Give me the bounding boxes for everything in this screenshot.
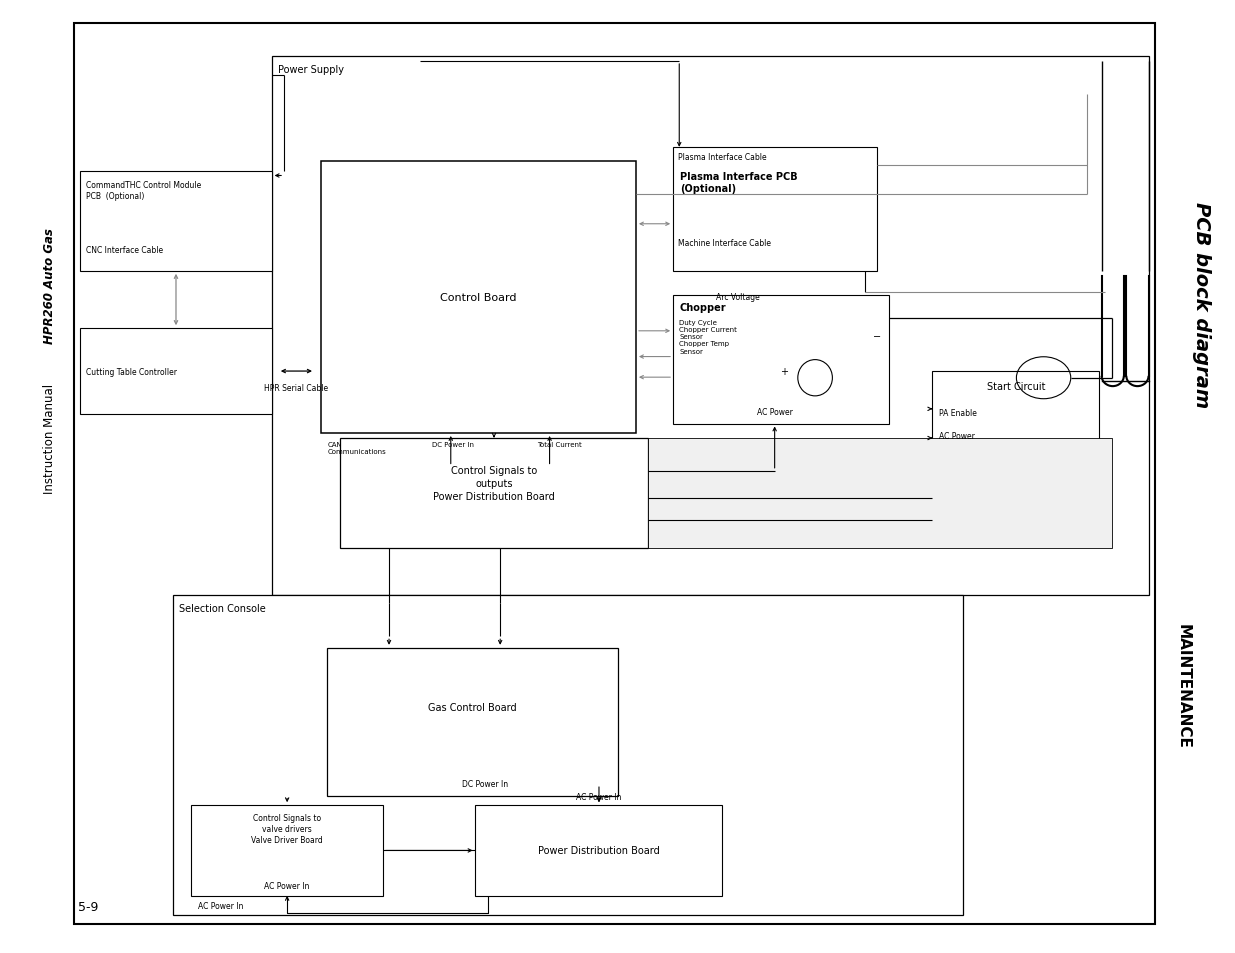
Text: Chopper: Chopper xyxy=(679,303,726,313)
FancyBboxPatch shape xyxy=(80,172,272,272)
Text: 5-9: 5-9 xyxy=(78,900,98,913)
Text: Start Circuit: Start Circuit xyxy=(987,381,1045,391)
Text: HPR260 Auto Gas: HPR260 Auto Gas xyxy=(43,228,56,344)
Text: Arc Voltage: Arc Voltage xyxy=(716,293,760,301)
Text: Total Current: Total Current xyxy=(537,441,582,447)
Text: Cutting Table Controller: Cutting Table Controller xyxy=(86,367,178,376)
Text: MAINTENANCE: MAINTENANCE xyxy=(1176,624,1191,748)
Text: AC Power In: AC Power In xyxy=(198,902,243,910)
FancyBboxPatch shape xyxy=(932,372,1099,457)
Text: PCB block diagram: PCB block diagram xyxy=(1192,202,1212,408)
FancyBboxPatch shape xyxy=(648,438,1112,548)
Text: AC Power In: AC Power In xyxy=(577,793,621,801)
Text: Control Board: Control Board xyxy=(441,293,516,303)
FancyBboxPatch shape xyxy=(673,295,889,424)
FancyBboxPatch shape xyxy=(673,148,877,272)
Text: Duty Cycle
Chopper Current
Sensor
Chopper Temp
Sensor: Duty Cycle Chopper Current Sensor Choppe… xyxy=(679,319,737,355)
Text: Power Supply: Power Supply xyxy=(278,65,343,74)
FancyBboxPatch shape xyxy=(327,648,618,796)
Text: Gas Control Board: Gas Control Board xyxy=(429,702,516,713)
Text: Plasma Interface Cable: Plasma Interface Cable xyxy=(678,152,767,161)
FancyBboxPatch shape xyxy=(321,162,636,434)
Text: Plasma Interface PCB
(Optional): Plasma Interface PCB (Optional) xyxy=(680,172,798,193)
FancyBboxPatch shape xyxy=(475,805,722,896)
Text: Control Signals to
outputs
Power Distribution Board: Control Signals to outputs Power Distrib… xyxy=(433,465,555,502)
Text: +: + xyxy=(781,367,788,376)
Text: AC Power: AC Power xyxy=(757,408,793,416)
Text: AC Power: AC Power xyxy=(939,432,974,440)
FancyBboxPatch shape xyxy=(191,805,383,896)
Text: DC Power In: DC Power In xyxy=(462,780,508,788)
FancyBboxPatch shape xyxy=(74,24,1155,924)
Text: Selection Console: Selection Console xyxy=(179,603,266,613)
FancyBboxPatch shape xyxy=(340,438,648,548)
Text: Instruction Manual: Instruction Manual xyxy=(43,383,56,494)
Text: Control Signals to
valve drivers
Valve Driver Board: Control Signals to valve drivers Valve D… xyxy=(251,813,324,844)
Text: HPR Serial Cable: HPR Serial Cable xyxy=(264,383,329,392)
Text: DC Power In: DC Power In xyxy=(432,441,474,447)
Text: Machine Interface Cable: Machine Interface Cable xyxy=(678,239,771,248)
FancyBboxPatch shape xyxy=(272,57,1149,596)
Text: AC Power In: AC Power In xyxy=(264,882,310,890)
Text: CAN
Communications: CAN Communications xyxy=(327,441,387,455)
Text: −: − xyxy=(873,332,881,341)
Text: CommandTHC Control Module
PCB  (Optional): CommandTHC Control Module PCB (Optional) xyxy=(86,181,201,201)
Text: CNC Interface Cable: CNC Interface Cable xyxy=(86,246,163,254)
Text: Power Distribution Board: Power Distribution Board xyxy=(538,845,659,856)
Text: PA Enable: PA Enable xyxy=(939,409,977,417)
FancyBboxPatch shape xyxy=(173,596,963,915)
FancyBboxPatch shape xyxy=(80,329,272,415)
